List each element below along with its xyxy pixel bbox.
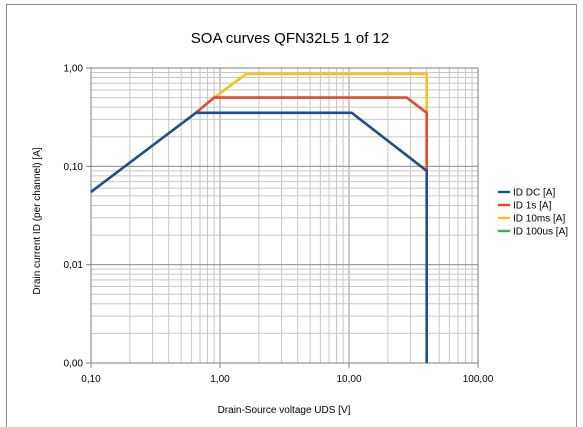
chart-title: SOA curves QFN32L5 1 of 12 <box>191 30 389 47</box>
x-tick-label: 1,00 <box>210 374 230 385</box>
y-tick-label: 1,00 <box>64 64 84 75</box>
y-tick-label: 0,10 <box>64 162 84 173</box>
grid <box>90 67 479 364</box>
y-tick-label: 0,00 <box>64 359 84 370</box>
series-line <box>195 96 429 171</box>
series-line <box>90 111 429 363</box>
y-axis-title: Drain current ID (per channel) [A] <box>32 147 43 295</box>
legend-entry: ID 100us [A] <box>513 227 568 238</box>
series-line <box>213 72 429 113</box>
y-tick-label: 0,01 <box>64 260 84 271</box>
legend-entry: ID 10ms [A] <box>513 214 565 225</box>
axis-ticks: 0,10 1,00 10,00 100,00 0,00 0,01 0,10 1,00 <box>64 64 494 386</box>
x-tick-label: 100,00 <box>463 374 494 385</box>
x-tick-label: 0,10 <box>81 374 101 385</box>
x-axis-title: Drain-Source voltage UDS [V] <box>218 405 351 416</box>
series-lines <box>90 72 429 363</box>
legend-entry: ID DC [A] <box>513 188 555 199</box>
x-tick-label: 10,00 <box>336 374 361 385</box>
plot-area <box>90 67 479 364</box>
legend-entry: ID 1s [A] <box>513 201 552 212</box>
legend: ID DC [A] ID 1s [A] ID 10ms [A] ID 100us [A… <box>498 188 568 238</box>
